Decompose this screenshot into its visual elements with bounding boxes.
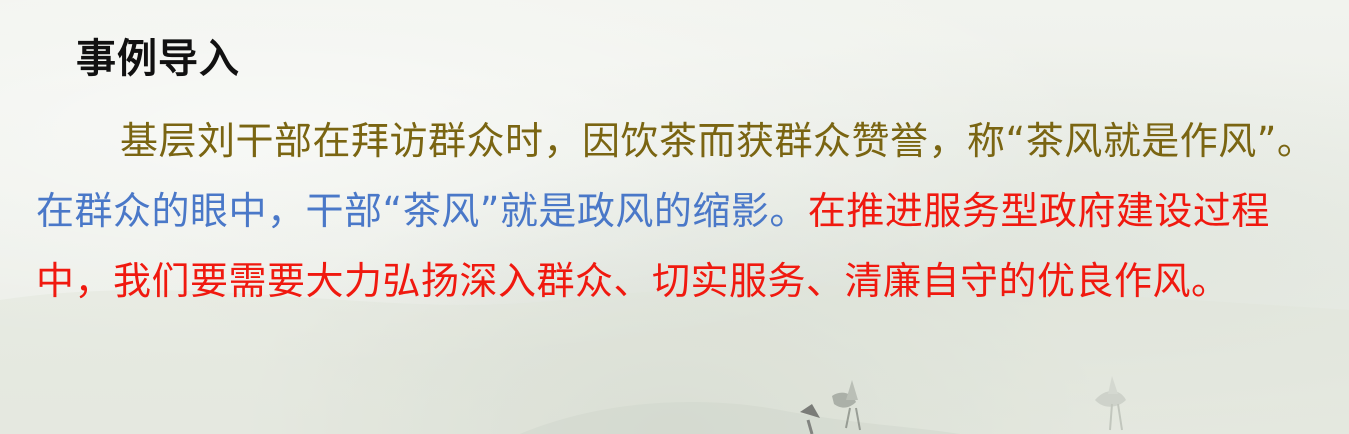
crane-silhouette-right <box>1095 376 1126 431</box>
paragraph-call: 在推进服务型政府建设过程中，我们要需要大力弘扬深入群众、切实服务、清廉自守的优良… <box>36 189 1270 303</box>
section-title: 事例导入 <box>76 36 240 82</box>
crane-silhouette <box>800 380 861 434</box>
case-paragraph: 基层刘干部在拜访群众时，因饮茶而获群众赞誉，称“茶风就是作风”。在群众的眼中，干… <box>36 106 1326 316</box>
paragraph-view: 在群众的眼中，干部“茶风”就是政风的缩影。 <box>36 189 808 233</box>
paragraph-intro: 基层刘干部在拜访群众时，因饮茶而获群众赞誉，称“茶风就是作风”。 <box>120 119 1316 163</box>
